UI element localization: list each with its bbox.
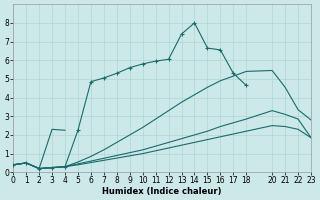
X-axis label: Humidex (Indice chaleur): Humidex (Indice chaleur) [102, 187, 222, 196]
